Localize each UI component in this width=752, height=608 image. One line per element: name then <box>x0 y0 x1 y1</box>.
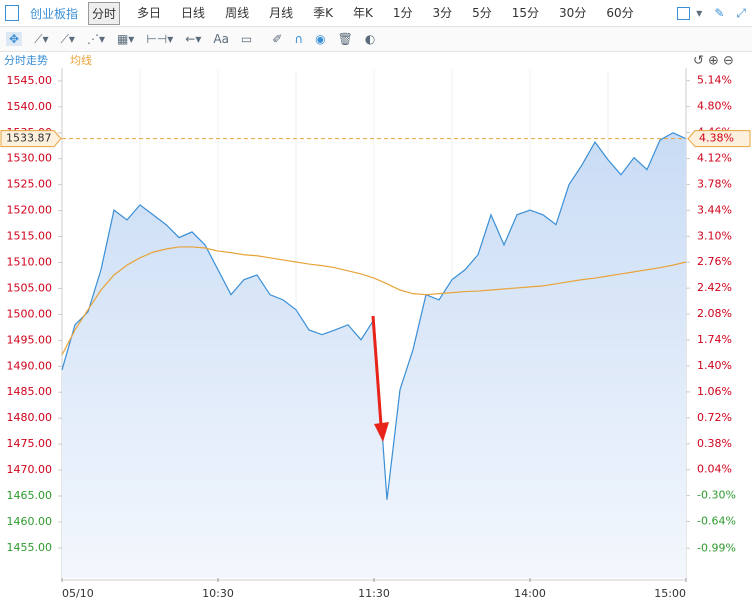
layout-button[interactable] <box>677 6 691 20</box>
y-tick-label: 1540.00 <box>7 100 53 113</box>
y2-tick-label: -0.30% <box>697 489 736 502</box>
x-tick-label: 15:00 <box>654 587 686 600</box>
toggle-tool[interactable]: ◐ <box>364 32 376 46</box>
y2-tick-label: -0.99% <box>697 541 736 554</box>
delete-tool[interactable]: 🗑 <box>337 32 353 46</box>
y2-tick-label: 2.08% <box>697 307 732 320</box>
wave-tool[interactable]: ⋰▾ <box>86 32 105 46</box>
y2-tick-label: 3.44% <box>697 203 732 216</box>
period-button[interactable]: 月线 <box>269 5 294 20</box>
y-tick-label: 1490.00 <box>7 359 53 372</box>
dropdown[interactable]: ▾ <box>696 6 703 20</box>
line-tool[interactable]: ⟋▾ <box>34 31 49 46</box>
annotation-arrowhead <box>374 422 389 442</box>
x-tick-label: 11:30 <box>358 587 390 600</box>
measure-tool[interactable]: ⊢⊣▾ <box>146 32 174 46</box>
y-tick-label: 1530.00 <box>7 152 53 165</box>
y-tick-label: 1465.00 <box>7 489 53 502</box>
window-tools: ▾ ✎ ⤢ <box>677 6 752 21</box>
y2-tick-label: 2.76% <box>697 255 732 268</box>
fullscreen-button[interactable]: ⤢ <box>736 5 746 20</box>
last-price-box <box>0 130 62 148</box>
y2-tick-label: 4.80% <box>697 100 732 113</box>
y-tick-label: 1495.00 <box>7 333 53 346</box>
y-tick-label: 1545.00 <box>7 74 53 87</box>
y-tick-label: 1515.00 <box>7 230 53 243</box>
ray-tool[interactable]: ⟋▾ <box>60 31 75 46</box>
x-tick-label: 05/10 <box>62 587 94 600</box>
last-change-label: 4.38% <box>699 132 734 145</box>
y2-tick-label: 3.10% <box>697 229 732 242</box>
eraser-tool[interactable]: ✐ <box>272 32 283 46</box>
text-tool[interactable]: Aa <box>213 32 229 46</box>
period-button[interactable]: 年K <box>352 5 373 20</box>
period-toolbar: 创业板指 分时 多日 日线 周线 月线 季K 年K 1分 3分 5分 15分 30分 60分 ▾ ✎ ⤢ <box>0 0 752 27</box>
price-area <box>62 132 686 579</box>
note-tool[interactable]: ▭ <box>240 32 253 46</box>
y2-tick-label: 0.38% <box>697 437 732 450</box>
y-tick-label: 1505.00 <box>7 281 53 294</box>
y2-tick-label: 0.04% <box>697 463 732 476</box>
y2-tick-label: 1.74% <box>697 333 732 346</box>
average-line <box>61 246 687 356</box>
period-button[interactable]: 15分 <box>511 5 540 20</box>
x-tick-label: 14:00 <box>514 587 546 600</box>
y2-tick-label: 1.40% <box>697 359 732 372</box>
x-tick-label: 10:30 <box>202 587 234 600</box>
y2-tick-label: 0.72% <box>697 411 732 424</box>
y2-tick-label: -0.64% <box>697 515 736 528</box>
y-tick-label: 1480.00 <box>7 411 53 424</box>
reset-button[interactable]: ↺ ⊕ ⊖ <box>693 54 734 69</box>
eye-tool[interactable]: ◉ <box>315 32 326 46</box>
period-button[interactable]: 周线 <box>225 5 250 20</box>
period-button[interactable]: 日线 <box>181 5 206 20</box>
annotation-arrow <box>371 315 383 426</box>
y-tick-label: 1485.00 <box>7 385 53 398</box>
y-tick-label: 1520.00 <box>7 204 53 217</box>
legend-price: 分时走势 <box>4 54 48 67</box>
fib-tool[interactable]: ▦▾ <box>116 32 135 46</box>
y2-tick-label: 3.78% <box>697 177 732 190</box>
period-button[interactable]: 季K <box>313 5 333 20</box>
periods: 分时 多日 日线 周线 月线 季K 年K 1分 3分 5分 15分 30分 60分 <box>81 1 644 25</box>
y-tick-label: 1475.00 <box>7 437 53 450</box>
period-button[interactable]: 30分 <box>559 5 587 20</box>
y-tick-label: 1510.00 <box>7 256 53 269</box>
drawing-toolbar: ✥ ⟋▾ ⟋▾ ⋰▾ ▦▾ ⊢⊣▾ ←▾ Aa ▭ ✐ ∩ ◉ 🗑 ◐ <box>0 27 752 52</box>
period-button[interactable]: 多日 <box>137 5 162 20</box>
period-button[interactable]: 5分 <box>472 5 492 20</box>
y-tick-label: 1500.00 <box>7 307 53 320</box>
y2-tick-label: 5.14% <box>697 74 732 87</box>
y-tick-label: 1525.00 <box>7 178 53 191</box>
period-button[interactable]: 分时 <box>88 1 121 25</box>
legend-average: 均线 <box>70 53 92 67</box>
y-tick-label: 1460.00 <box>7 515 53 528</box>
magnet-tool[interactable]: ∩ <box>294 32 304 46</box>
period-button[interactable]: 1分 <box>392 5 413 20</box>
y-tick-label: 1470.00 <box>7 463 53 476</box>
period-button[interactable]: 3分 <box>432 5 453 20</box>
pen-button[interactable]: ✎ <box>714 6 725 20</box>
arrow-tool[interactable]: ←▾ <box>185 32 202 46</box>
y2-tick-label: 1.06% <box>697 385 732 398</box>
last-price-label: 1533.87 <box>6 132 52 145</box>
y2-tick-label: 4.12% <box>697 151 732 164</box>
panel-icon[interactable] <box>5 5 19 21</box>
y-tick-label: 1455.00 <box>7 541 53 554</box>
period-button[interactable]: 60分 <box>606 5 634 20</box>
index-name[interactable]: 创业板指 <box>30 6 79 21</box>
last-change-box <box>687 130 751 148</box>
y2-tick-label: 2.42% <box>697 281 732 294</box>
move-tool[interactable]: ✥ <box>6 32 23 46</box>
